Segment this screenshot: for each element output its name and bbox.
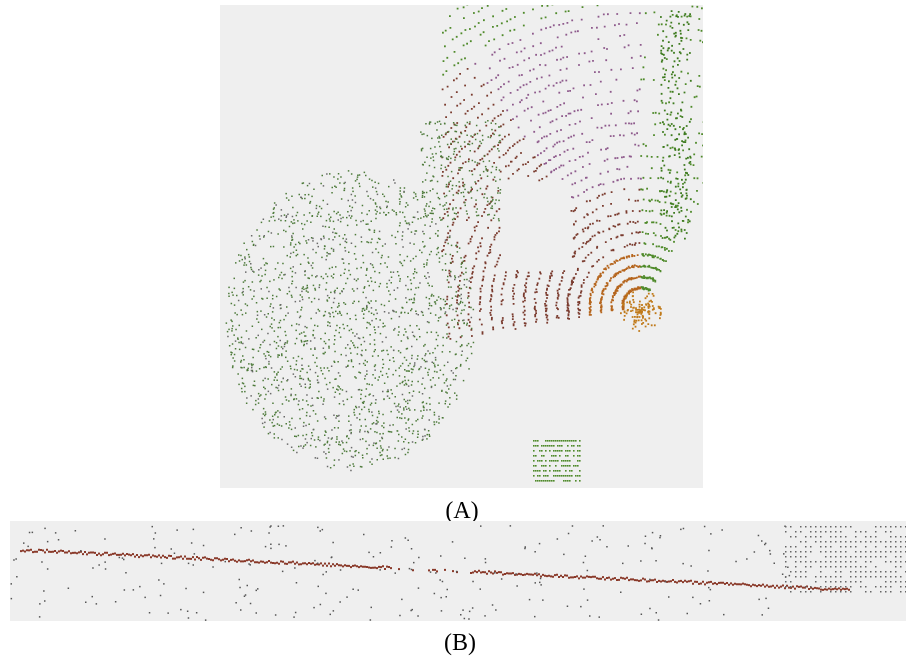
panel-b-background <box>10 521 906 621</box>
panel-label: (B) <box>444 630 476 656</box>
panel-a-background <box>220 5 703 488</box>
figure: (A) (B) <box>0 0 906 660</box>
panel-label: (A) <box>445 498 478 524</box>
